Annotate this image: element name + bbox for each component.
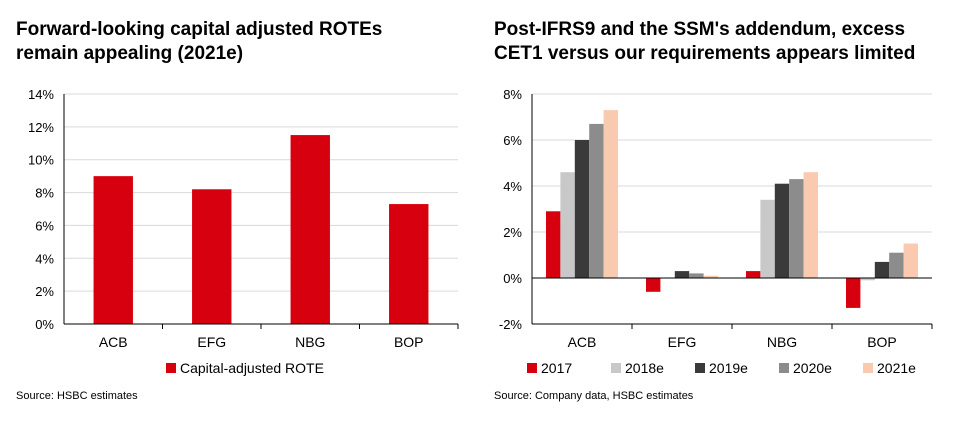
rote-bar-efg-capital-adjusted rote [192,189,232,324]
cet1-bar-efg-2017 [646,278,661,292]
rote-legend-swatch [166,363,176,373]
cet1-bar-nbg-2021e [803,172,818,278]
rote-ytick-label: 0% [35,317,54,332]
cet1-chart-title: Post-IFRS9 and the SSM's addendum, exces… [494,18,964,66]
rote-ytick-label: 12% [28,120,54,135]
rote-category-label: ACB [99,334,128,350]
cet1-bar-nbg-2020e [789,179,804,278]
cet1-bar-acb-2017 [546,211,561,278]
cet1-bar-acb-2020e [589,123,604,279]
cet1-chart-panel: Post-IFRS9 and the SSM's addendum, exces… [480,0,964,427]
cet1-legend-swatch [527,363,537,373]
cet1-legend-swatch [695,363,705,373]
rote-chart-title-line1: Forward-looking capital adjusted ROTEs [16,19,383,40]
rote-ytick-label: 8% [35,186,54,201]
rote-legend-label: Capital-adjusted ROTE [180,360,324,376]
cet1-bar-bop-2021e [903,243,918,278]
cet1-category-label: NBG [767,334,797,350]
rote-bar-acb-capital-adjusted rote [93,176,133,324]
cet1-legend-swatch [779,363,789,373]
cet1-legend-label: 2019e [709,360,748,376]
cet1-bar-acb-2018e [560,172,575,278]
cet1-legend-swatch [863,363,873,373]
cet1-ytick-label: 0% [503,271,522,286]
rote-category-label: NBG [295,334,325,350]
cet1-category-label: BOP [867,334,897,350]
cet1-grouped-bar-chart: -2% 0% 2% 4% 6% 8% ACB EFG NBG BOP 2017 2018e 2019e 2… [499,87,933,376]
cet1-bar-acb-2019e [574,140,590,278]
cet1-bar-bop-2019e [874,261,890,278]
cet1-ytick-label: 4% [503,179,522,194]
cet1-ytick-label: 2% [503,225,522,240]
cet1-chart-source: Source: Company data, HSBC estimates [494,390,694,402]
rote-chart-title-line2: remain appealing (2021e) [16,43,244,64]
rote-ytick-label: 2% [35,284,54,299]
rote-ytick-label: 6% [35,218,54,233]
rote-chart-panel: Forward-looking capital adjusted ROTEs r… [0,0,480,427]
rote-ytick-label: 4% [35,251,54,266]
cet1-ytick-label: 6% [503,133,522,148]
cet1-bar-efg-2021e [703,275,718,278]
rote-category-label: BOP [394,334,424,350]
cet1-chart-title-line1: Post-IFRS9 and the SSM's addendum, exces… [494,19,906,40]
cet1-legend-swatch [611,363,621,373]
cet1-bar-nbg-2019e [774,183,790,278]
rote-bar-bop-capital-adjusted rote [389,204,429,324]
cet1-category-label: EFG [668,334,697,350]
cet1-category-label: ACB [568,334,597,350]
rote-chart-title: Forward-looking capital adjusted ROTEs r… [16,18,456,66]
cet1-legend-label: 2021e [877,360,916,376]
rote-ytick-label: 14% [28,87,54,102]
rote-bar-chart: 0% 2% 4% 6% 8% 10% 12% 14% ACB EFG NBG BOP Capital-a… [28,87,459,376]
rote-chart-source: Source: HSBC estimates [16,390,138,402]
rote-bar-nbg-capital-adjusted rote [290,135,330,324]
cet1-bar-efg-2019e [674,271,690,278]
cet1-ytick-label: 8% [503,87,522,102]
cet1-legend-label: 2020e [793,360,832,376]
cet1-bar-efg-2020e [689,273,704,278]
cet1-legend-label: 2017 [541,360,572,376]
cet1-ytick-label: -2% [499,317,523,332]
cet1-bar-bop-2018e [860,278,875,281]
cet1-bar-nbg-2018e [760,199,775,278]
rote-ytick-label: 10% [28,153,54,168]
cet1-legend-label: 2018e [625,360,664,376]
cet1-bar-acb-2021e [603,110,618,278]
rote-category-label: EFG [197,334,226,350]
cet1-chart-title-line2: CET1 versus our requirements appears lim… [494,43,916,64]
cet1-bar-bop-2017 [846,278,861,308]
cet1-bar-nbg-2017 [746,271,761,278]
cet1-bar-bop-2020e [889,252,904,278]
